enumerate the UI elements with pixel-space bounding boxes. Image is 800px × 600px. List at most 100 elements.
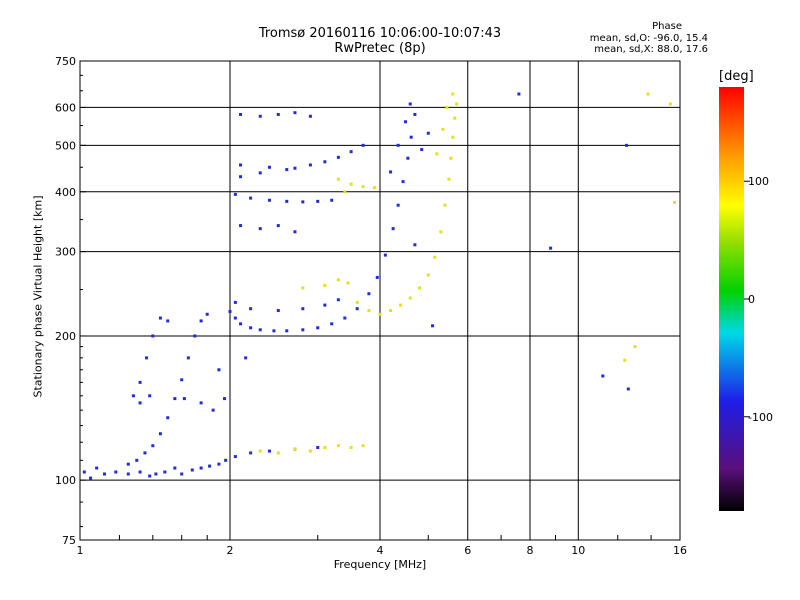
x-mode-point [455, 102, 459, 106]
o-mode-point [239, 163, 243, 167]
x-tick-label: 6 [464, 544, 471, 557]
o-mode-point [626, 387, 630, 391]
o-mode-point [224, 458, 228, 462]
y-tick-label: 500 [55, 139, 76, 152]
grid-lines [80, 61, 680, 540]
x-mode-point [389, 309, 393, 313]
x-axis-label: Frequency [MHz] [333, 558, 427, 571]
o-mode-point [223, 397, 227, 401]
o-mode-point [276, 309, 280, 313]
x-mode-point [439, 230, 443, 234]
o-mode-point [199, 401, 203, 405]
x-mode-point [399, 303, 403, 307]
o-mode-point [173, 397, 177, 401]
o-mode-point [143, 451, 147, 455]
o-mode-point [163, 470, 167, 474]
o-mode-point [145, 356, 149, 360]
o-mode-point [131, 394, 135, 398]
o-mode-point [316, 199, 320, 203]
o-mode-point [233, 192, 237, 196]
x-mode-point [445, 105, 449, 109]
o-mode-point [158, 316, 162, 320]
o-mode-point [126, 462, 130, 466]
x-mode-point [349, 182, 353, 186]
o-mode-point [323, 160, 327, 164]
o-mode-point [249, 307, 253, 311]
x-mode-point [417, 286, 421, 290]
x-mode-point [258, 449, 262, 453]
o-mode-point [180, 378, 184, 382]
o-mode-point [396, 143, 400, 147]
o-mode-point [182, 397, 186, 401]
o-mode-point [330, 322, 334, 326]
o-mode-point [267, 198, 271, 202]
o-mode-point [426, 131, 430, 135]
o-mode-point [431, 324, 435, 328]
x-mode-point [336, 177, 340, 181]
o-mode-point [138, 401, 142, 405]
x-mode-point [673, 200, 677, 204]
o-mode-point [138, 470, 142, 474]
x-mode-point [361, 444, 365, 448]
y-axis-label: Stationary phase Virtual Height [km] [31, 195, 45, 398]
o-mode-point [316, 326, 320, 330]
o-mode-point [151, 334, 155, 338]
o-mode-point [239, 112, 243, 116]
x-mode-point [349, 445, 353, 449]
colorbar-title: [deg] [719, 69, 754, 84]
x-mode-point [453, 116, 457, 120]
o-mode-point [138, 380, 142, 384]
x-mode-point [668, 102, 672, 106]
o-mode-point [408, 102, 412, 106]
colorbar-tick-label: -100 [748, 411, 773, 424]
o-mode-point [82, 470, 86, 474]
o-mode-point [249, 326, 253, 330]
data-points [82, 92, 677, 480]
o-mode-point [258, 114, 262, 118]
x-axis: 1 2 4 6 8 10 16 [77, 535, 687, 557]
o-mode-point [276, 224, 280, 228]
o-mode-point [323, 303, 327, 307]
o-mode-point [135, 458, 139, 462]
x-mode-point [323, 445, 327, 449]
o-mode-point [193, 334, 197, 338]
o-mode-point [249, 196, 253, 200]
o-mode-point [285, 168, 289, 172]
x-mode-point [451, 92, 455, 96]
o-mode-point [239, 322, 243, 326]
x-tick-label: 2 [227, 544, 234, 557]
o-mode-point [349, 150, 353, 154]
x-mode-point [451, 135, 455, 139]
x-mode-point [441, 127, 445, 131]
x-mode-point [447, 177, 451, 181]
x-mode-point [646, 92, 650, 96]
o-mode-point [239, 175, 243, 179]
o-mode-point [301, 328, 305, 332]
o-mode-point [272, 329, 276, 333]
o-mode-point [199, 319, 203, 323]
o-mode-point [308, 114, 312, 118]
o-mode-point [285, 199, 289, 203]
o-mode-point [336, 155, 340, 159]
o-mode-point [154, 472, 158, 476]
y-tick-label: 100 [55, 474, 76, 487]
o-mode-point [330, 198, 334, 202]
x-tick-label: 1 [77, 544, 84, 557]
o-mode-point [301, 200, 305, 204]
y-tick-label: 600 [55, 101, 76, 114]
o-mode-point [293, 111, 297, 115]
phase-label: Phase [652, 21, 682, 32]
o-mode-point [293, 230, 297, 234]
x-mode-point [449, 156, 453, 160]
o-mode-point [95, 466, 99, 470]
x-mode-point [293, 447, 297, 451]
o-mode-point [276, 112, 280, 116]
x-mode-point [373, 186, 377, 190]
x-mode-point [301, 286, 305, 290]
plot-frame [79, 60, 681, 541]
o-mode-point [285, 329, 289, 333]
o-mode-point [249, 451, 253, 455]
o-mode-point [89, 476, 93, 480]
o-mode-point [205, 312, 209, 316]
